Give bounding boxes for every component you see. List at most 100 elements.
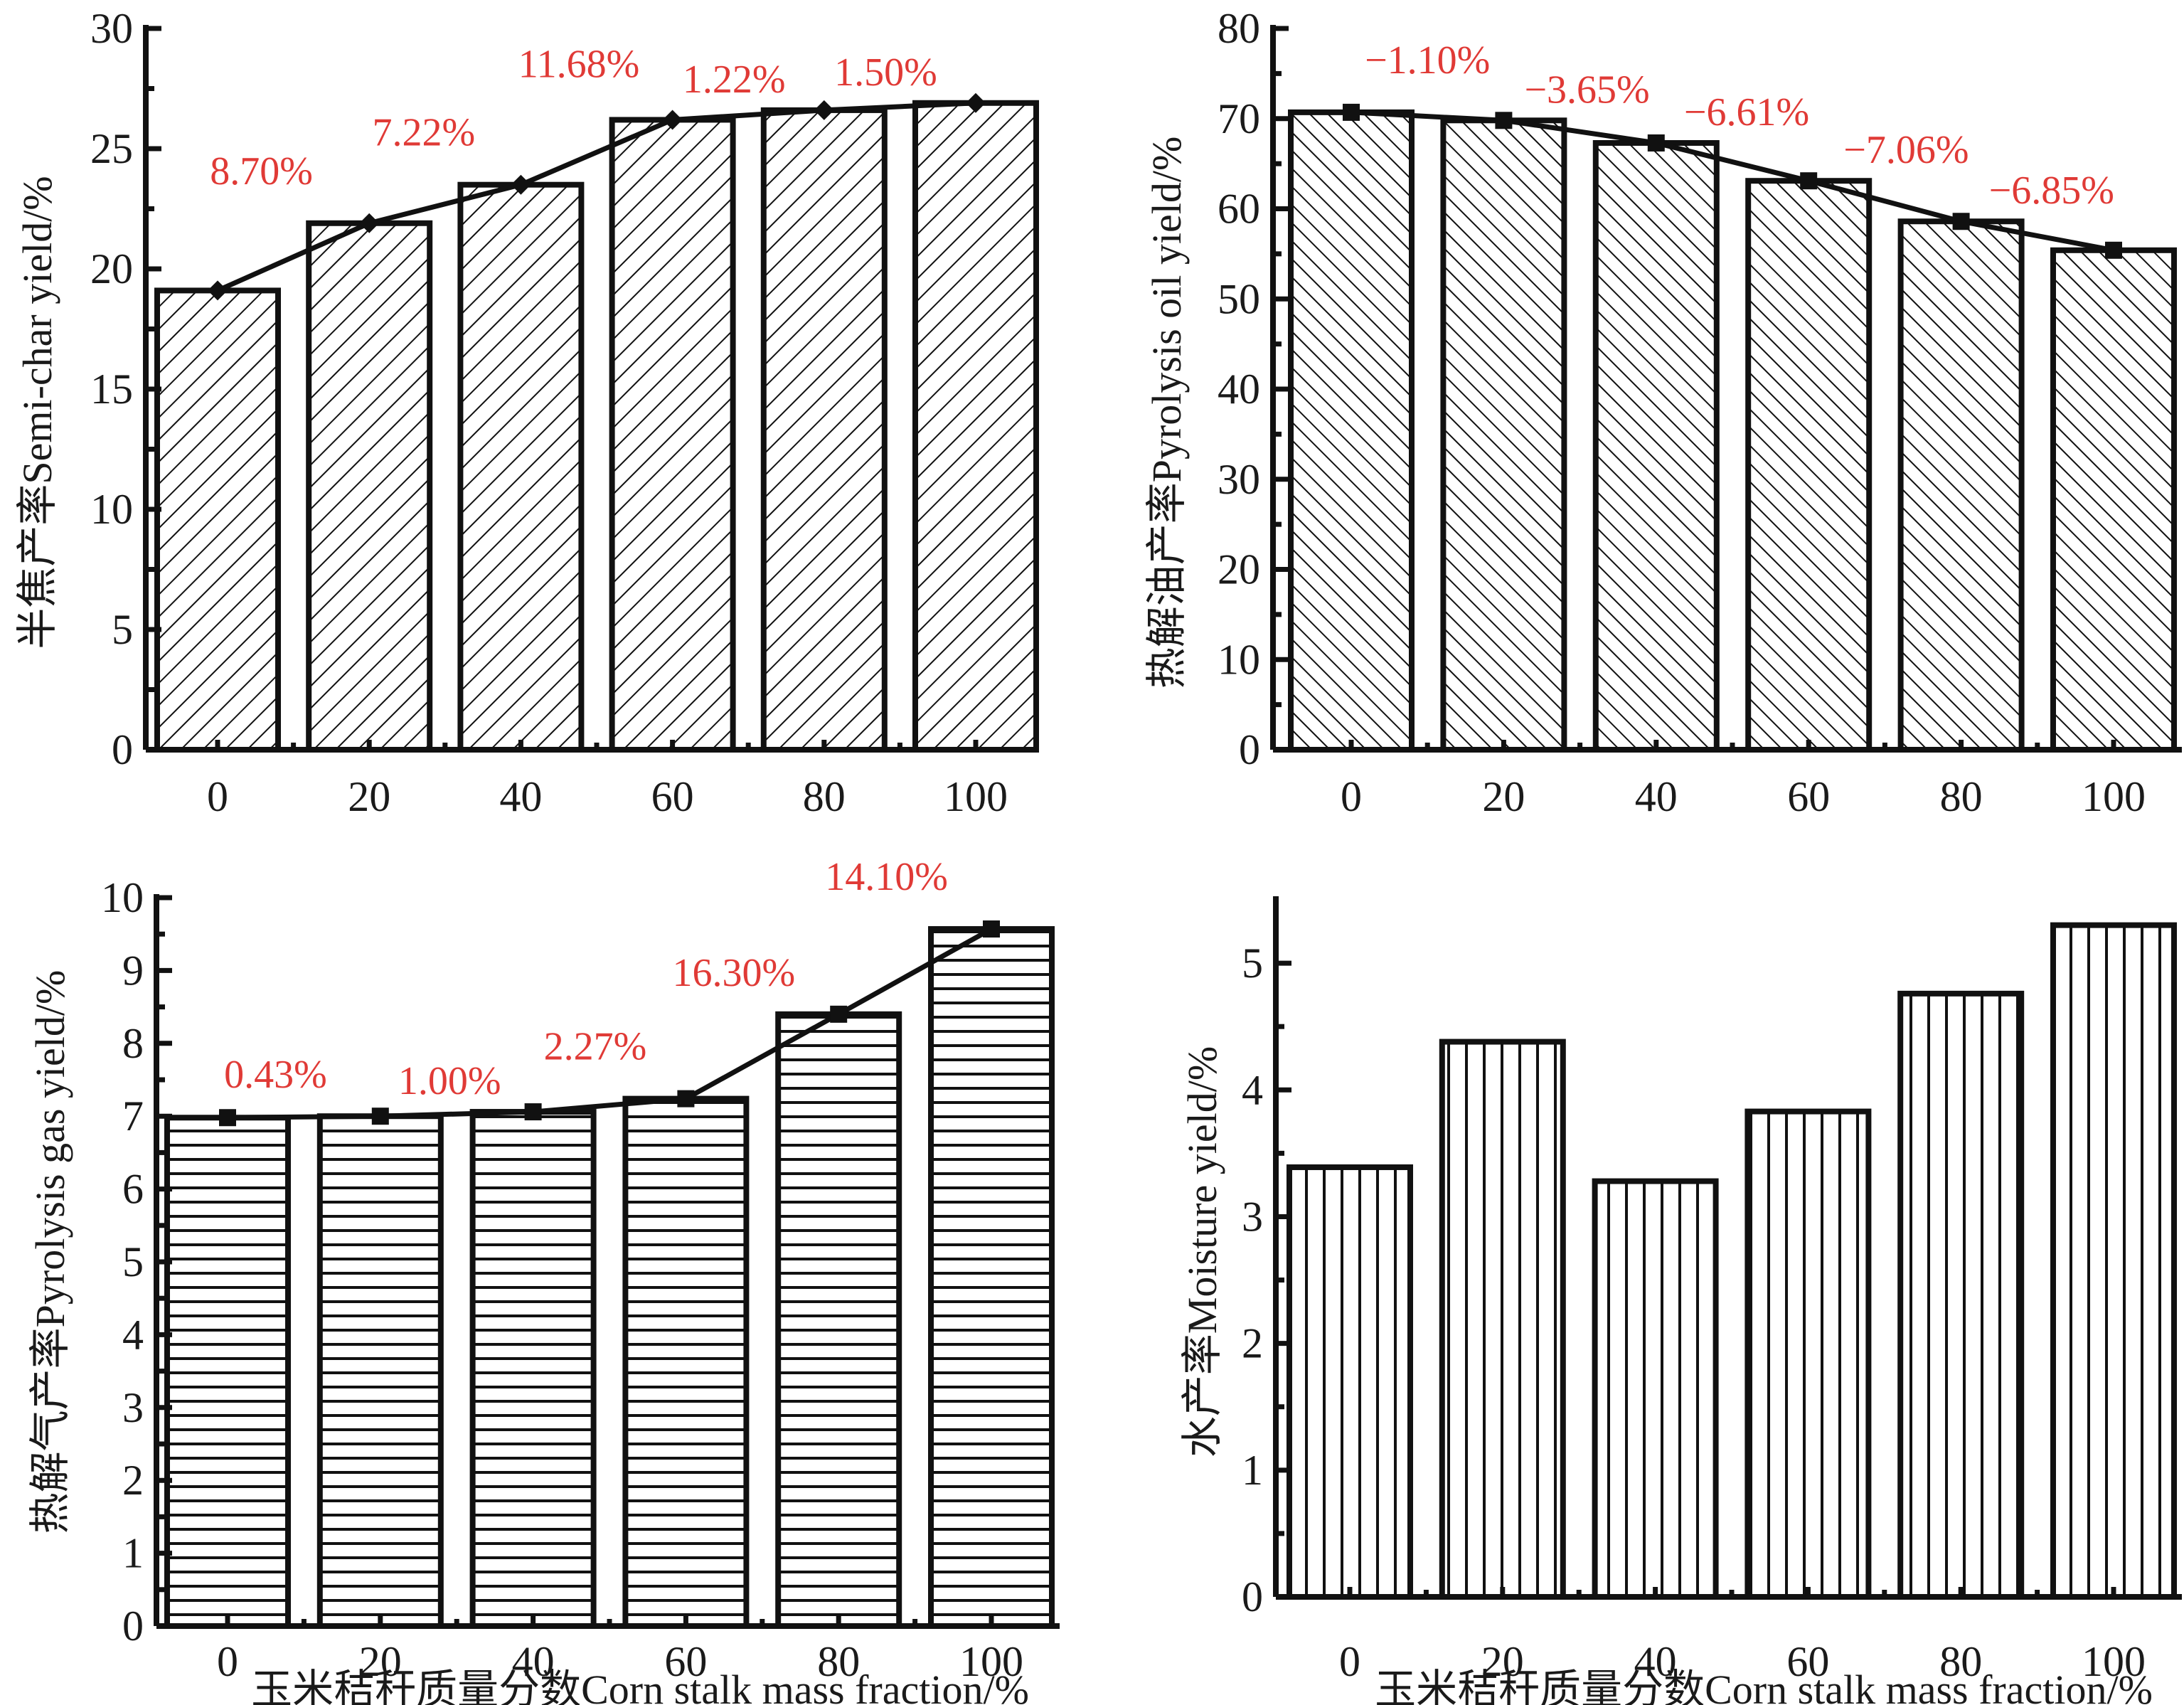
y-tick-label: 5 bbox=[122, 1238, 144, 1285]
bar-20 bbox=[1439, 1039, 1566, 1600]
change-annotation: 7.22% bbox=[372, 111, 475, 155]
bar-100 bbox=[912, 100, 1039, 753]
x-tick-label: 100 bbox=[2082, 1638, 2146, 1685]
change-annotation: −6.61% bbox=[1684, 90, 1809, 134]
x-tick-label: 80 bbox=[1940, 773, 1983, 820]
y-tick-label: 6 bbox=[122, 1166, 144, 1213]
data-marker bbox=[359, 213, 380, 233]
y-tick-label: 20 bbox=[1218, 546, 1260, 593]
y-tick-label: 15 bbox=[90, 366, 133, 413]
y-tick-label: 0 bbox=[1242, 1573, 1263, 1620]
data-marker bbox=[814, 100, 834, 120]
y-tick-label: 30 bbox=[90, 5, 133, 52]
x-tick-label: 20 bbox=[348, 773, 390, 820]
y-axis-title: 热解气产率Pyrolysis gas yield/% bbox=[27, 970, 73, 1534]
x-tick-label: 100 bbox=[959, 1638, 1023, 1685]
y-tick-label: 5 bbox=[112, 606, 133, 653]
y-tick-label: 0 bbox=[122, 1603, 144, 1650]
y-tick-label: 0 bbox=[1239, 726, 1260, 773]
x-tick-label: 40 bbox=[1635, 773, 1678, 820]
x-tick-label: 100 bbox=[2082, 773, 2146, 820]
y-tick-label: 30 bbox=[1218, 456, 1260, 503]
change-annotation: 14.10% bbox=[825, 855, 948, 899]
x-tick-label: 80 bbox=[817, 1638, 860, 1685]
y-axis-title: 水产率Moisture yield/% bbox=[1179, 1046, 1225, 1457]
change-annotation: −6.85% bbox=[1989, 169, 2114, 213]
y-tick-label: 60 bbox=[1218, 186, 1260, 233]
pyrolysis-gas-yield-panel: 热解气产率Pyrolysis gas yield/% 玉米秸秆质量分数Corn … bbox=[27, 855, 1060, 1705]
x-tick-label: 0 bbox=[1339, 1638, 1360, 1685]
data-marker bbox=[1647, 134, 1665, 152]
x-tick-label: 20 bbox=[1482, 773, 1525, 820]
bar-80 bbox=[1897, 990, 2025, 1600]
change-annotation: 11.68% bbox=[518, 42, 640, 86]
y-tick-label: 10 bbox=[101, 874, 144, 921]
y-tick-label: 3 bbox=[1242, 1193, 1263, 1240]
x-tick-label: 60 bbox=[1786, 1638, 1829, 1685]
data-marker bbox=[677, 1090, 695, 1108]
y-tick-label: 50 bbox=[1218, 275, 1260, 322]
data-marker bbox=[2105, 241, 2122, 259]
y-axis-title: 半焦产率Semi-char yield/% bbox=[14, 176, 60, 649]
y-tick-label: 7 bbox=[122, 1093, 144, 1140]
bar-80 bbox=[760, 107, 888, 753]
moisture-yield-panel: 水产率Moisture yield/% 玉米秸秆质量分数Corn stalk m… bbox=[1179, 896, 2182, 1705]
x-tick-label: 0 bbox=[217, 1638, 238, 1685]
y-tick-label: 1 bbox=[1242, 1447, 1263, 1494]
change-annotation: 16.30% bbox=[672, 951, 795, 995]
bar-80 bbox=[775, 1011, 902, 1629]
y-tick-label: 10 bbox=[90, 486, 133, 533]
y-tick-label: 9 bbox=[122, 947, 144, 994]
bar-20 bbox=[306, 220, 433, 753]
bar-0 bbox=[1287, 1164, 1413, 1600]
data-marker bbox=[208, 280, 228, 301]
data-marker bbox=[1495, 112, 1513, 129]
bar-60 bbox=[609, 117, 736, 753]
x-tick-label: 40 bbox=[499, 773, 542, 820]
x-tick-label: 0 bbox=[1341, 773, 1362, 820]
semi-char-yield-panel: 半焦产率Semi-char yield/% 0 5 10 15 20 25 30 0 20 40 6… bbox=[14, 5, 1039, 820]
bar-0 bbox=[1288, 109, 1415, 753]
y-tick-label: 5 bbox=[1242, 940, 1263, 987]
bar-40 bbox=[469, 1109, 597, 1629]
data-marker bbox=[371, 1108, 389, 1125]
bar-40 bbox=[457, 181, 585, 753]
pyrolysis-oil-yield-panel: 热解油产率Pyrolysis oil yield/% 0 10 20 30 40 50 60… bbox=[1144, 5, 2182, 820]
change-annotation: −3.65% bbox=[1524, 68, 1649, 112]
bar-60 bbox=[1745, 178, 1873, 753]
x-axis-title: 玉米秸秆质量分数Corn stalk mass fraction/% bbox=[1375, 1667, 2153, 1705]
trend-line bbox=[1351, 110, 2114, 253]
bar-40 bbox=[1592, 139, 1720, 753]
y-tick-label: 40 bbox=[1218, 366, 1260, 413]
change-annotation: 1.00% bbox=[398, 1059, 501, 1103]
y-axis-title: 热解油产率Pyrolysis oil yield/% bbox=[1144, 137, 1190, 689]
y-tick-label: 2 bbox=[122, 1457, 144, 1504]
x-tick-label: 0 bbox=[207, 773, 228, 820]
data-marker bbox=[1800, 172, 1818, 190]
data-marker bbox=[524, 1103, 542, 1121]
change-annotation: −1.10% bbox=[1365, 38, 1490, 83]
y-tick-label: 4 bbox=[122, 1311, 144, 1358]
x-axis-title: 玉米秸秆质量分数Corn stalk mass fraction/% bbox=[251, 1667, 1029, 1705]
data-marker bbox=[1343, 103, 1360, 121]
x-tick-label: 60 bbox=[664, 1638, 707, 1685]
y-tick-label: 80 bbox=[1218, 5, 1260, 52]
y-tick-label: 3 bbox=[122, 1384, 144, 1431]
data-marker bbox=[662, 110, 683, 130]
x-tick-label: 80 bbox=[1939, 1638, 1982, 1685]
x-tick-label: 100 bbox=[944, 773, 1008, 820]
x-tick-label: 80 bbox=[803, 773, 846, 820]
trend-line bbox=[227, 926, 993, 1120]
x-tick-label: 40 bbox=[512, 1638, 555, 1685]
change-annotation: 8.70% bbox=[210, 149, 313, 193]
y-tick-label: 20 bbox=[90, 245, 133, 292]
bar-80 bbox=[1897, 218, 2025, 753]
bar-100 bbox=[2050, 922, 2177, 1600]
data-marker bbox=[983, 920, 1000, 938]
y-tick-label: 2 bbox=[1242, 1320, 1263, 1367]
data-marker bbox=[511, 174, 531, 195]
data-marker bbox=[1952, 213, 1970, 230]
change-annotation: −7.06% bbox=[1843, 128, 1969, 172]
change-annotation: 1.22% bbox=[683, 58, 786, 102]
